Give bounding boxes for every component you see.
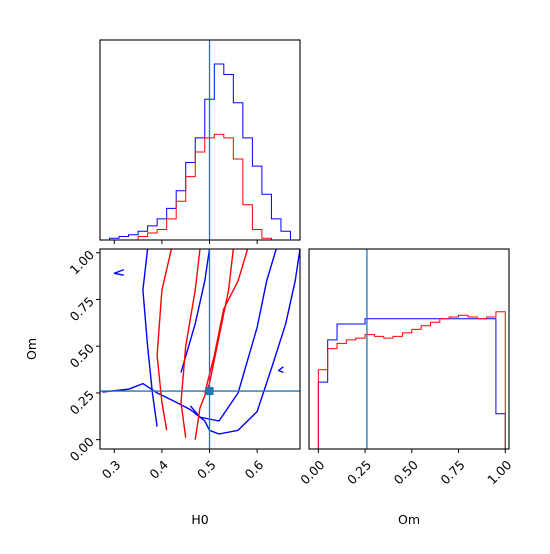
- y-axis-label-om: Om: [24, 338, 39, 360]
- om-y-tick-label: 1.00: [67, 247, 97, 277]
- joint-contour-marks: [102, 248, 301, 440]
- om-x-tick-label: 1.00: [484, 457, 514, 487]
- om-hist-frame: [308, 248, 510, 450]
- om-x-tick-label: 0.25: [344, 457, 374, 487]
- contour-red-0: [156, 248, 173, 431]
- h0-histogram-panel: [99, 39, 301, 244]
- om-x-ticks: 0.00 0.25 0.50 0.75 1.00: [297, 449, 514, 487]
- joint-x-ticks: 0.3 0.4 0.5 0.6: [99, 449, 267, 482]
- h0-hist-marks: [100, 63, 300, 241]
- contour-blue-3: [142, 248, 158, 427]
- joint-contour-panel: 0.3 0.4 0.5 0.6 0.00 0.25 0.50 0.75 1.00 H0 Om: [24, 247, 301, 527]
- h0-x-tick-label: 0.5: [194, 457, 219, 482]
- h0-hist-blue: [100, 63, 300, 241]
- contour-red-3: [204, 248, 249, 394]
- om-y-tick-label: 0.75: [67, 294, 97, 324]
- om-y-tick-label: 0.25: [67, 387, 97, 417]
- om-y-tick-label: 0.00: [67, 434, 97, 464]
- om-x-tick-label: 0.50: [391, 457, 421, 487]
- contour-red-2: [194, 248, 234, 440]
- contour-blue-5: [277, 366, 284, 374]
- contour-blue-4: [113, 268, 125, 276]
- x-axis-label-h0: H0: [191, 512, 208, 527]
- contour-red-1: [180, 248, 201, 438]
- om-x-tick-label: 0.75: [437, 457, 467, 487]
- om-hist-marks: [309, 311, 506, 450]
- h0-x-tick-label: 0.4: [146, 457, 171, 482]
- h0-x-tick-label: 0.6: [242, 457, 267, 482]
- x-axis-label-om: Om: [398, 512, 420, 527]
- joint-truth-marker: [205, 387, 214, 396]
- h0-x-tick-label: 0.3: [99, 457, 124, 482]
- h0-hist-ticks: [113, 240, 258, 244]
- om-y-tick-label: 0.50: [67, 341, 97, 371]
- contour-blue-2: [180, 248, 211, 373]
- om-hist-blue: [309, 318, 506, 450]
- joint-y-ticks: 0.00 0.25 0.50 0.75 1.00: [67, 247, 100, 464]
- h0-hist-frame: [99, 39, 301, 241]
- om-x-tick-label: 0.00: [297, 457, 327, 487]
- contour-blue-1: [189, 248, 277, 422]
- om-histogram-panel: 0.00 0.25 0.50 0.75 1.00 Om: [297, 248, 514, 527]
- joint-frame: [99, 248, 301, 450]
- om-hist-red: [309, 311, 506, 450]
- h0-hist-red: [100, 133, 300, 241]
